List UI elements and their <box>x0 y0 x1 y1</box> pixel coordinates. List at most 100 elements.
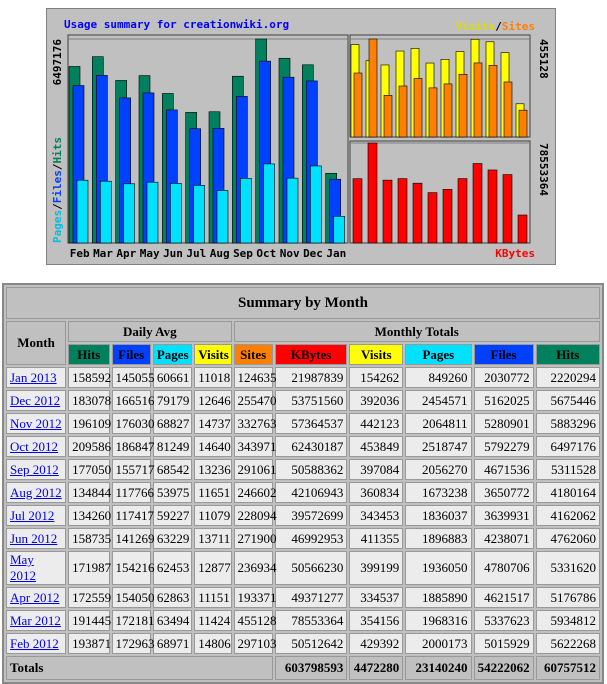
bar <box>216 190 229 244</box>
total-cell: 4472280 <box>349 656 404 680</box>
data-cell: 4780706 <box>473 551 534 585</box>
y-tick-label: 78553364 <box>537 143 550 196</box>
x-tick-label: Dec <box>303 247 323 260</box>
data-cell: 171987 <box>68 551 111 585</box>
data-cell: 42106943 <box>274 482 348 503</box>
y-tick-label: 6497176 <box>51 39 64 86</box>
data-cell: 209586 <box>68 436 111 457</box>
data-cell: 11651 <box>194 482 232 503</box>
month-link[interactable]: Sep 2012 <box>10 461 59 477</box>
bar <box>487 169 498 244</box>
data-cell: 2454571 <box>405 390 472 411</box>
data-cell: 5176786 <box>535 587 600 608</box>
data-cell: 4180164 <box>535 482 600 503</box>
bar <box>443 83 453 138</box>
bar <box>382 179 393 244</box>
data-cell: 246602 <box>233 482 277 503</box>
column-header: Pages <box>152 344 193 365</box>
chart-title: Usage summary for creationwiki.org <box>64 18 289 31</box>
data-cell: 1673238 <box>405 482 472 503</box>
legend-entry: Hits <box>51 137 64 164</box>
data-cell: 154216 <box>111 551 155 585</box>
column-header: Files <box>473 344 534 365</box>
bar <box>472 163 483 244</box>
data-cell: 39572699 <box>274 505 348 526</box>
data-cell: 59227 <box>152 505 193 526</box>
legend-entry: Files <box>51 170 64 203</box>
month-link[interactable]: Jun 2012 <box>10 530 58 546</box>
data-cell: 12646 <box>194 390 232 411</box>
month-link[interactable]: May 2012 <box>10 552 36 583</box>
bar <box>502 174 513 244</box>
month-link[interactable]: Dec 2012 <box>10 392 61 408</box>
plot-area <box>349 140 531 244</box>
data-cell: 53751560 <box>274 390 348 411</box>
bar <box>367 142 378 244</box>
data-cell: 1885890 <box>405 587 472 608</box>
legend-entry: Visits <box>456 20 496 33</box>
data-cell: 2000173 <box>405 633 472 654</box>
data-cell: 49371277 <box>274 587 348 608</box>
bar <box>397 178 408 244</box>
group-header: Daily Avg <box>68 321 232 342</box>
data-cell: 60661 <box>152 367 193 388</box>
bar <box>457 178 468 244</box>
x-tick-label: Jan <box>326 247 346 260</box>
data-cell: 1968316 <box>405 610 472 631</box>
data-cell: 124635 <box>233 367 277 388</box>
month-link[interactable]: Feb 2012 <box>10 635 59 651</box>
data-cell: 46992953 <box>274 528 348 549</box>
plot-area <box>349 34 531 138</box>
data-cell: 1936050 <box>405 551 472 585</box>
legend: Visits/Sites <box>456 20 536 33</box>
data-cell: 79179 <box>152 390 193 411</box>
data-row: Mar 2012 191445 172181 63494 11424 455128 7855… <box>6 610 600 631</box>
month-link[interactable]: Oct 2012 <box>10 438 59 454</box>
data-row: Nov 2012 196109 176030 68827 14737 332763 5736… <box>6 413 600 434</box>
month-link[interactable]: Jan 2013 <box>10 369 57 385</box>
data-cell: 2056270 <box>405 459 472 480</box>
header-row: Hits Files Pages Visits Sites KBytes Visits Pag… <box>6 344 600 365</box>
title-row: Summary by Month <box>6 287 600 319</box>
month-cell: Jul 2012 <box>6 505 67 526</box>
month-link[interactable]: Nov 2012 <box>10 415 62 431</box>
bar <box>76 179 89 244</box>
bar <box>123 183 135 244</box>
bar <box>428 87 438 138</box>
data-cell: 442123 <box>349 413 404 434</box>
data-cell: 63494 <box>152 610 193 631</box>
data-cell: 5015929 <box>473 633 534 654</box>
bar <box>383 95 393 138</box>
x-tick-label: May <box>140 247 160 260</box>
data-cell: 5331620 <box>535 551 600 585</box>
data-cell: 291061 <box>233 459 277 480</box>
month-cell: Jun 2012 <box>6 528 67 549</box>
data-cell: 13711 <box>194 528 232 549</box>
month-link[interactable]: Jul 2012 <box>10 507 55 523</box>
plot-area <box>67 34 349 244</box>
data-cell: 53975 <box>152 482 193 503</box>
totals-label: Totals <box>6 656 273 680</box>
summary-table: Summary by Month Month Daily Avg Monthly To… <box>2 283 604 684</box>
column-header: Pages <box>405 344 472 365</box>
x-tick-label: Apr <box>116 247 136 260</box>
data-cell: 1896883 <box>405 528 472 549</box>
month-link[interactable]: Apr 2012 <box>10 589 60 605</box>
month-link[interactable]: Aug 2012 <box>10 484 62 500</box>
data-cell: 411355 <box>349 528 404 549</box>
data-cell: 3650772 <box>473 482 534 503</box>
group-header: Monthly Totals <box>233 321 600 342</box>
x-tick-label: Nov <box>280 247 300 260</box>
data-cell: 196109 <box>68 413 111 434</box>
data-cell: 2064811 <box>405 413 472 434</box>
data-cell: 134260 <box>68 505 111 526</box>
data-cell: 191445 <box>68 610 111 631</box>
column-header: Visits <box>349 344 404 365</box>
data-cell: 11151 <box>194 587 232 608</box>
data-cell: 392036 <box>349 390 404 411</box>
month-link[interactable]: Mar 2012 <box>10 612 61 628</box>
data-cell: 62430187 <box>274 436 348 457</box>
data-cell: 849260 <box>405 367 472 388</box>
month-cell: Oct 2012 <box>6 436 67 457</box>
legend: Pages/Files/Hits <box>51 137 64 243</box>
